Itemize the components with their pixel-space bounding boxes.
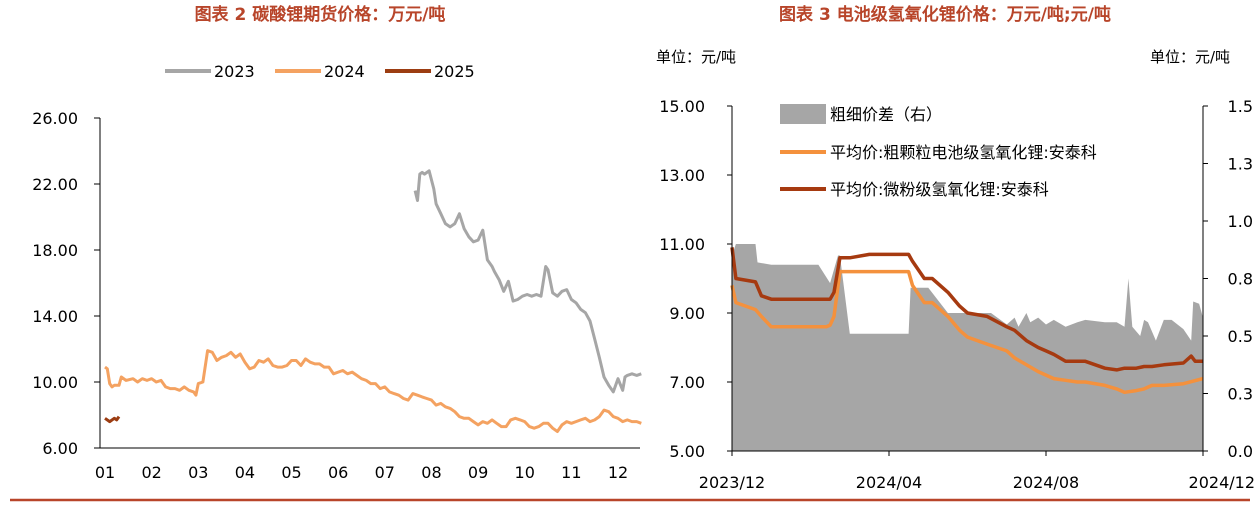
- chart3-area-spread: [732, 244, 1203, 451]
- chart3-series-micro: [730, 247, 1203, 372]
- chart2-series-2023: [413, 169, 642, 394]
- chart2-ytick-label: 14.00: [32, 307, 78, 326]
- chart3-series-coarse: [730, 269, 1204, 395]
- chart3-xtick-label: 2024/12: [1189, 473, 1255, 492]
- chart2-ytick-label: 6.00: [42, 439, 78, 458]
- chart3-legend-label: 平均价:粗颗粒电池级氢氧化锂:安泰科: [830, 143, 1097, 162]
- chart2-xtick-label: 06: [328, 463, 348, 482]
- chart3-legend-label: 平均价:微粉级氢氧化锂:安泰科: [830, 180, 1049, 199]
- chart3-ytick-label: 9.00: [669, 304, 705, 323]
- chart3-ytick-label: 5.00: [669, 442, 705, 461]
- chart2-xtick-label: 11: [561, 463, 581, 482]
- chart2-ytick-label: 18.00: [32, 241, 78, 260]
- chart2-xtick-label: 04: [235, 463, 255, 482]
- chart3-ytick-right-label: 1.3: [1228, 155, 1253, 174]
- chart2-ytick-label: 10.00: [32, 373, 78, 392]
- chart3-ytick-right-label: 0.5: [1228, 327, 1253, 346]
- chart3-legend-label: 粗细价差（右）: [830, 105, 942, 124]
- chart3-ytick-right-label: 0.0: [1228, 442, 1253, 461]
- chart3-legend-swatch-area: [780, 104, 826, 124]
- chart2-legend-label: 2025: [434, 62, 475, 81]
- chart2-legend-label: 2023: [214, 62, 255, 81]
- chart2-xtick-label: 05: [281, 463, 301, 482]
- chart2-series-2024: [104, 349, 642, 433]
- chart3-ytick-label: 7.00: [669, 373, 705, 392]
- chart2-xtick-label: 07: [375, 463, 395, 482]
- chart2-xtick-label: 10: [515, 463, 535, 482]
- chart2-xtick-label: 12: [608, 463, 628, 482]
- chart3-ytick-label: 13.00: [659, 166, 705, 185]
- chart2-xtick-label: 01: [95, 463, 115, 482]
- chart3-right-unit: 单位：元/吨: [1150, 48, 1230, 66]
- chart3-xtick-label: 2024/04: [856, 473, 922, 492]
- chart3-ytick-label: 11.00: [659, 235, 705, 254]
- chart2-ytick-label: 22.00: [32, 175, 78, 194]
- chart3-ytick-label: 15.00: [659, 97, 705, 116]
- chart3-xtick-label: 2023/12: [699, 473, 765, 492]
- chart3-left-unit: 单位：元/吨: [656, 48, 736, 66]
- chart2-ytick-label: 26.00: [32, 109, 78, 128]
- chart3-title: 图表 3 电池级氢氧化锂价格：万元/吨;元/吨: [779, 4, 1111, 25]
- chart3-xtick-label: 2024/08: [1013, 473, 1079, 492]
- chart2-xtick-label: 09: [468, 463, 488, 482]
- chart3-ytick-right-label: 0.3: [1228, 385, 1253, 404]
- chart2-xtick-label: 02: [141, 463, 161, 482]
- chart2-title: 图表 2 碳酸锂期货价格：万元/吨: [195, 4, 446, 25]
- chart2-xtick-label: 08: [421, 463, 441, 482]
- chart3-ytick-right-label: 1.5: [1228, 97, 1253, 116]
- chart3-ytick-right-label: 0.8: [1228, 270, 1253, 289]
- chart2-legend-label: 2024: [324, 62, 365, 81]
- chart2-series-2025: [104, 415, 121, 424]
- chart3-ytick-right-label: 1.0: [1228, 212, 1253, 231]
- chart2-xtick-label: 03: [188, 463, 208, 482]
